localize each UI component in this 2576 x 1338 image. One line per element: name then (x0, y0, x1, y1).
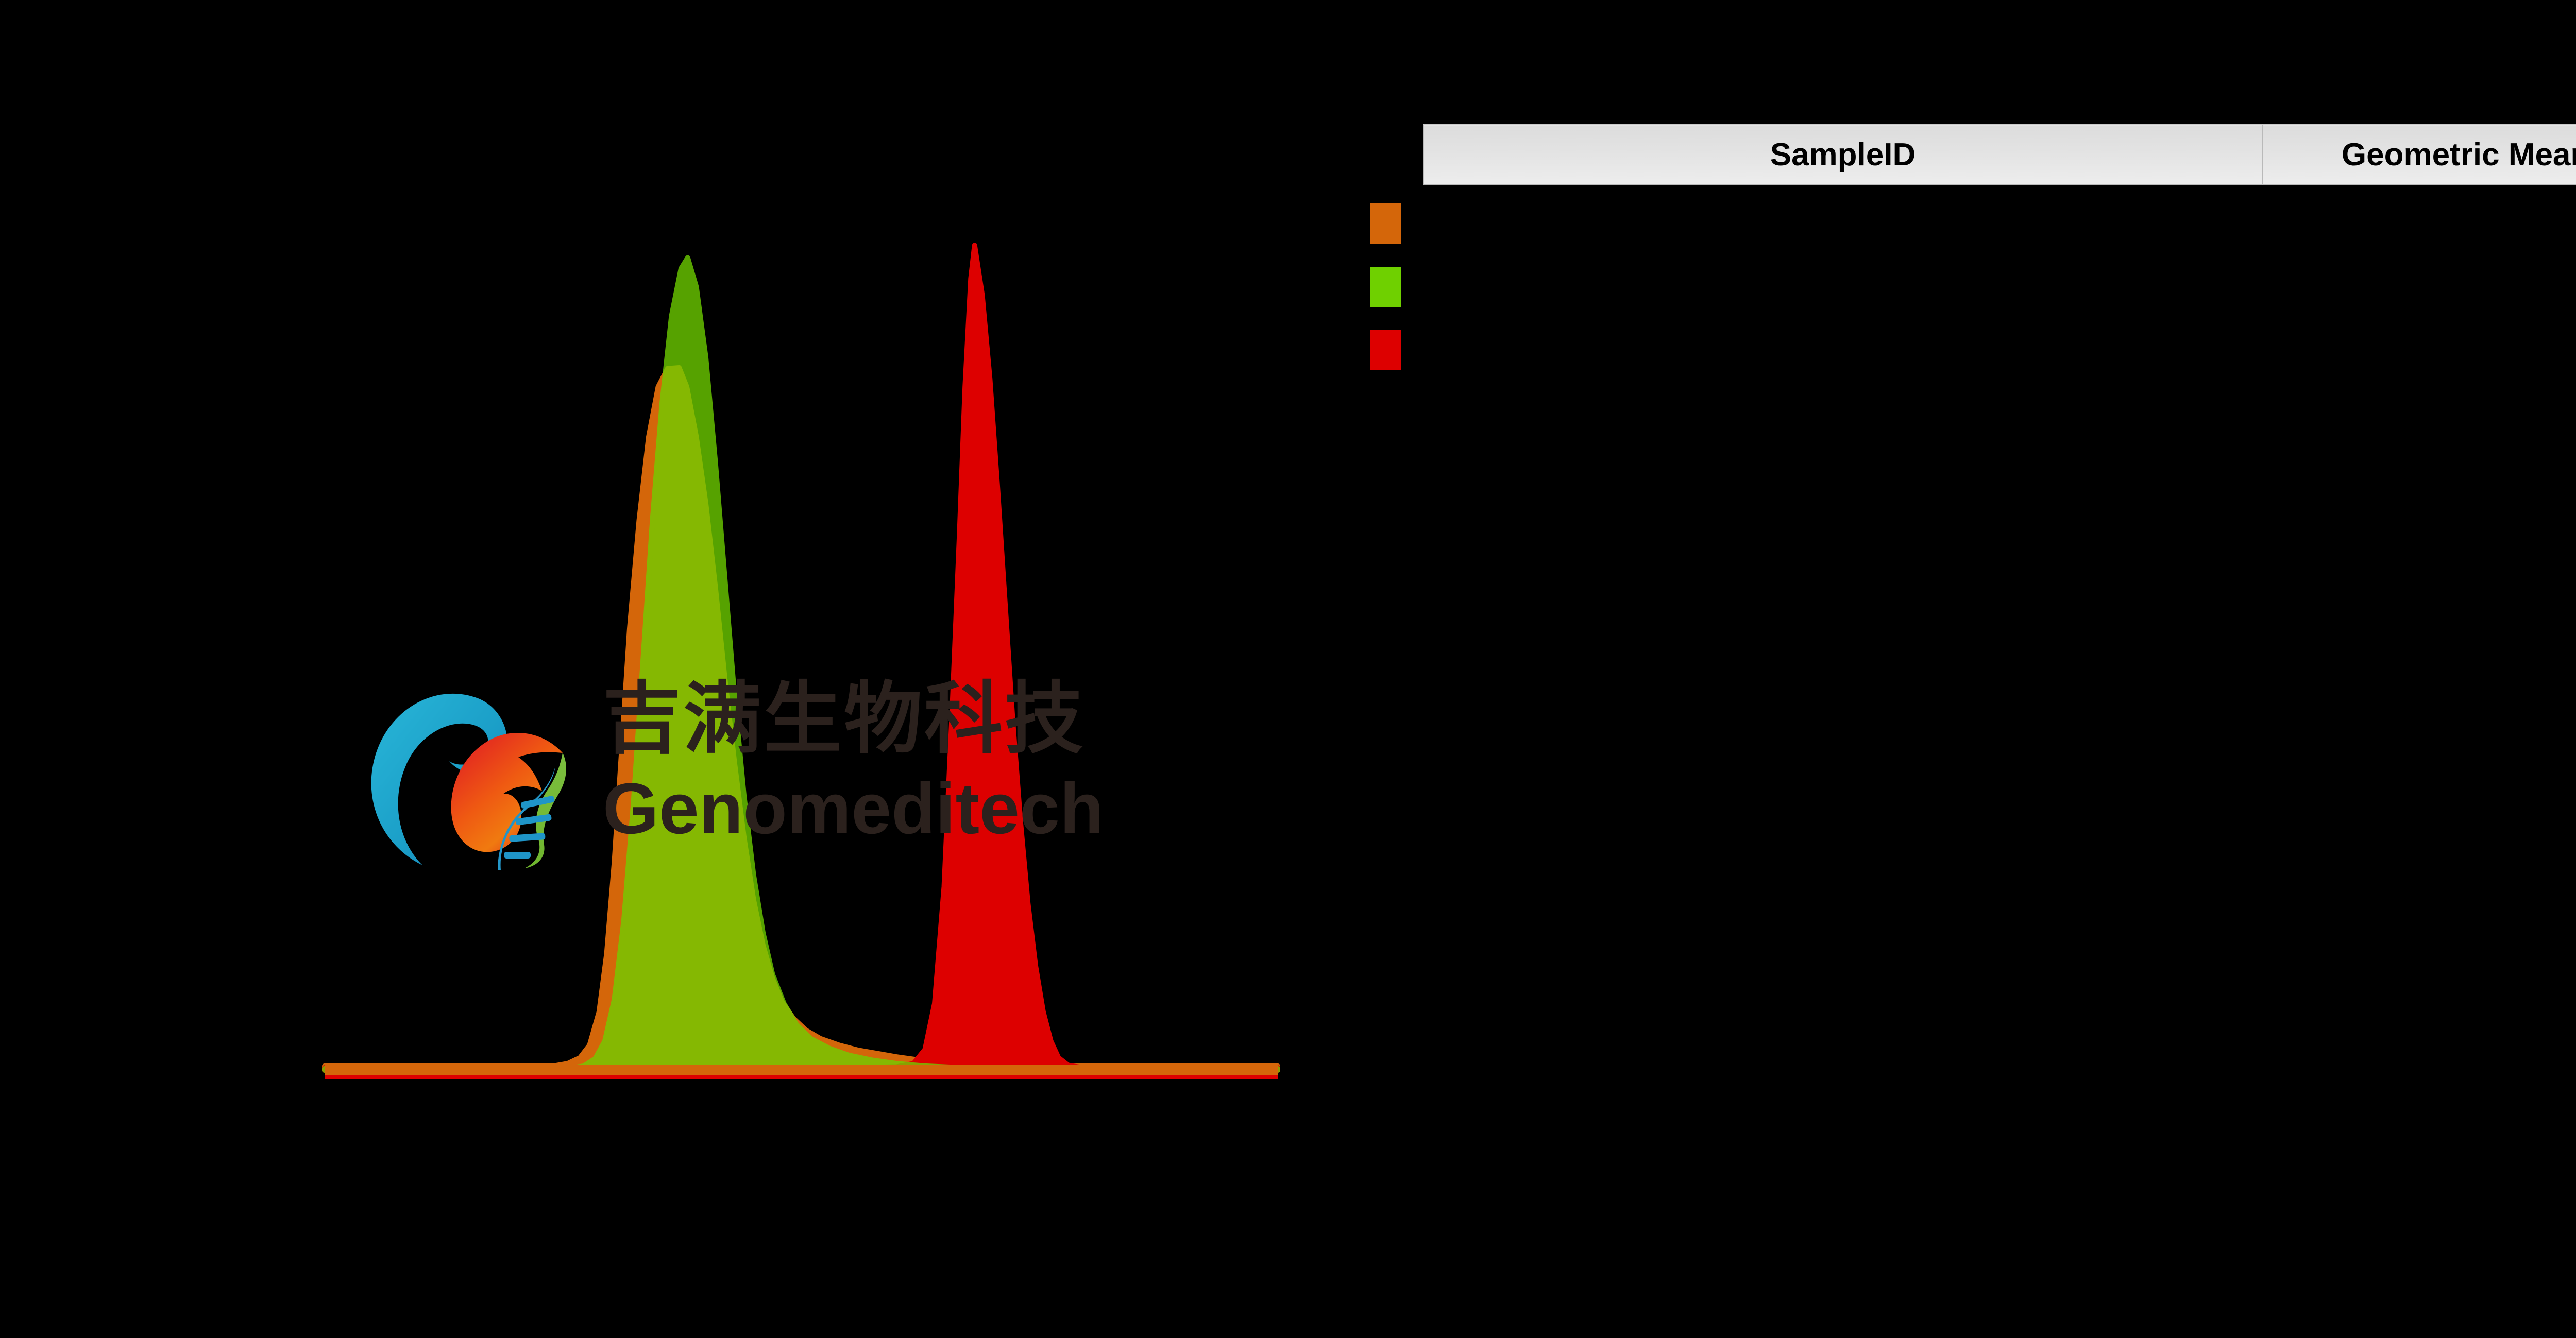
histogram-chart (322, 243, 1280, 1079)
legend-swatch-green[interactable] (1370, 267, 1401, 307)
legend (1370, 203, 1432, 393)
table-header-row: SampleID Geometric Mean : FL11-H (1423, 124, 2576, 185)
series-area-green (322, 255, 1280, 1073)
legend-swatch-red[interactable] (1370, 330, 1401, 370)
legend-swatch-orange[interactable] (1370, 203, 1401, 244)
statistics-table: SampleID Geometric Mean : FL11-H (1423, 124, 2576, 185)
series-area-orange (322, 365, 1280, 1073)
table-header-sampleid[interactable]: SampleID (1423, 124, 2263, 185)
series-area-red (322, 243, 1280, 1073)
histogram-plot-panel: 吉满生物科技 Genomeditech (322, 243, 1280, 1079)
table-header-geometric-mean[interactable]: Geometric Mean : FL11-H (2262, 124, 2576, 185)
